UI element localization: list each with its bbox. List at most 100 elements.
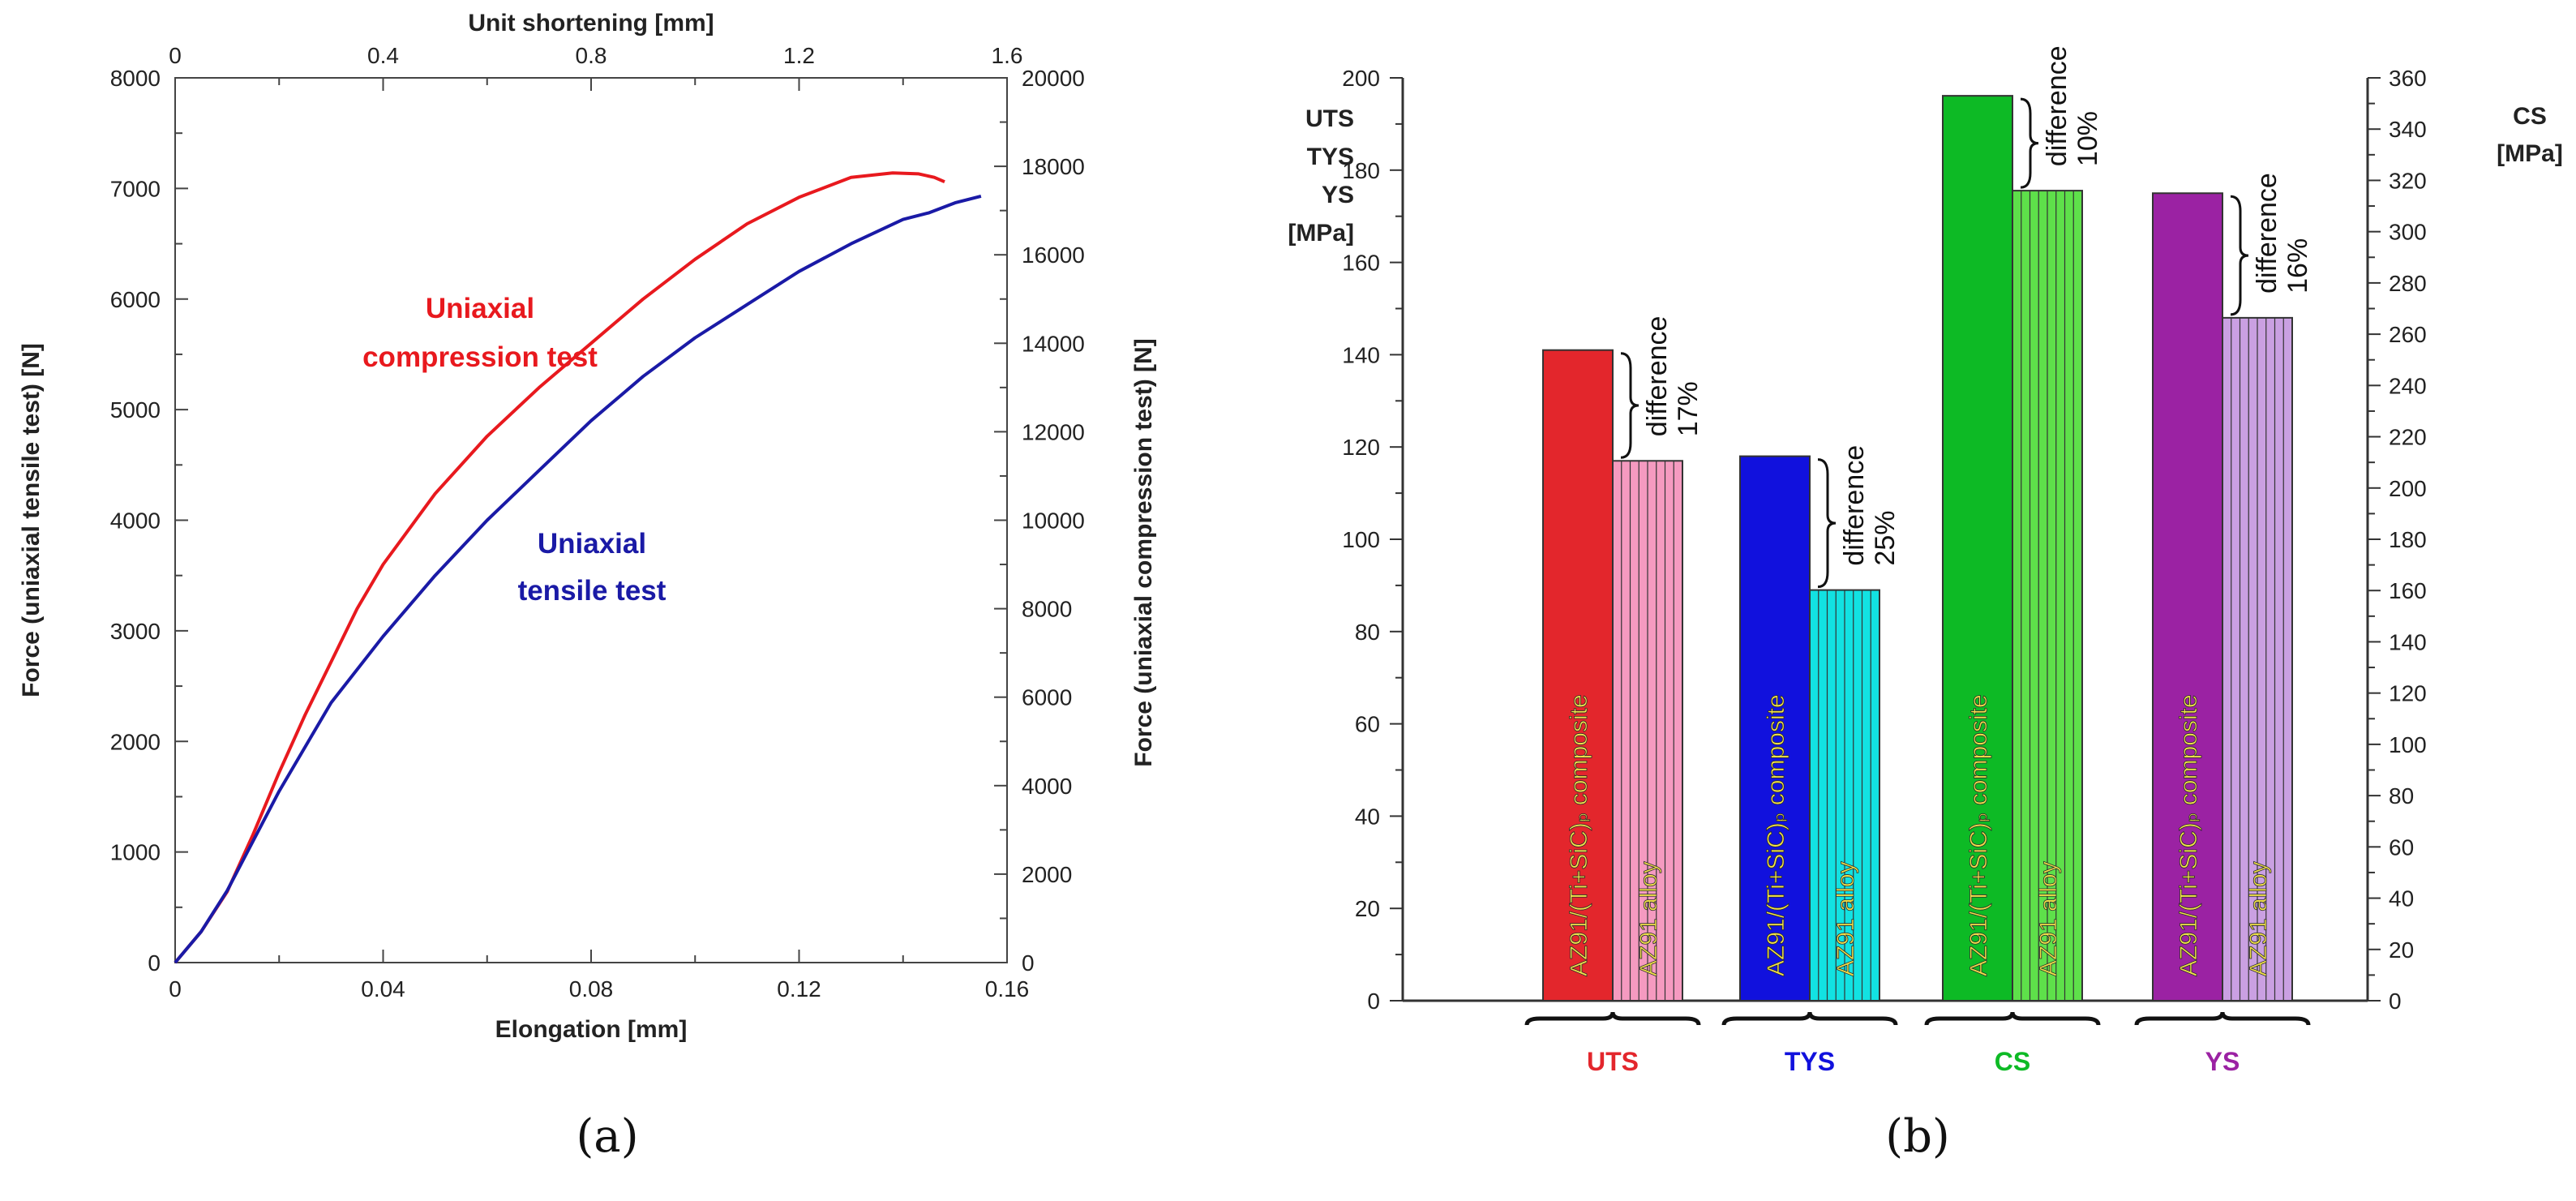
y2-tick-label: 20000 [1022,66,1085,91]
y2-tick-label: 16000 [1022,242,1085,268]
difference-brace-ys [2230,195,2249,316]
curve-label-compression-line2: compression test [362,341,598,373]
category-brace-uts [1524,1011,1701,1026]
y2-tick-label: 40 [2389,886,2414,911]
y2-tick-label: 2000 [1022,862,1072,887]
bar-label-alloy-cs: AZ91 alloy [2035,861,2062,976]
y2-tick-label: 260 [2389,322,2427,347]
y-tick-label: 100 [1342,527,1380,552]
difference-brace-tys [1817,458,1837,589]
y2-tick-label: 120 [2389,681,2427,706]
y2-tick-label: 20 [2389,937,2414,963]
y-tick-label: 5000 [110,397,161,422]
difference-label-uts: difference [1642,316,1673,437]
y2-tick-label: 100 [2389,732,2427,757]
y2-axis-title-line: [MPa] [2497,140,2563,167]
y-tick-label: 60 [1355,712,1380,737]
x-tick-label: 0.16 [985,976,1030,1002]
curve-label-tensile-line1: Uniaxial [538,528,646,560]
x2-tick-label: 0 [169,43,182,68]
y-axis-title: Force (uniaxial tensile test) [N] [18,343,45,697]
y2-tick-label: 8000 [1022,597,1072,622]
y2-axis-title-line: CS [2513,103,2547,130]
category-brace-ys [2134,1011,2311,1026]
difference-percent-uts: 17% [1673,381,1704,436]
bar-label-alloy-ys: AZ91 alloy [2245,861,2272,976]
y-tick-label: 40 [1355,804,1380,829]
y2-tick-label: 140 [2389,629,2427,654]
y-tick-label: 6000 [110,287,161,312]
y2-tick-label: 0 [2389,989,2402,1014]
y2-tick-label: 18000 [1022,154,1085,179]
category-label-tys: TYS [1785,1047,1835,1076]
x-tick-label: 0.04 [361,976,405,1002]
y2-tick-label: 220 [2389,425,2427,450]
y2-tick-label: 320 [2389,168,2427,193]
y-tick-label: 0 [1367,989,1380,1014]
x2-tick-label: 1.6 [992,43,1023,68]
y2-tick-label: 6000 [1022,685,1072,710]
y2-tick-label: 180 [2389,527,2427,552]
bar-composite-cs [1942,95,2013,1002]
y2-tick-label: 200 [2389,476,2427,501]
panel-a-line-chart: 0 0.04 0.08 0.12 0.160 0.4 0.8 1.2 1.60100020003… [18,10,1157,1163]
curve-label-compression-line1: Uniaxial [426,293,534,324]
y-tick-label: 0 [148,950,161,976]
plot-frame-a [174,77,1008,963]
x2-tick-label: 0.4 [367,43,399,68]
x-axis-title: Elongation [mm] [495,1016,688,1043]
y2-tick-label: 12000 [1022,419,1085,444]
x2-tick-label: 0.8 [576,43,607,68]
curve-label-tensile-line2: tensile test [518,575,667,607]
y2-tick-label: 160 [2389,578,2427,603]
panel-label-b: (b) [1885,1110,1950,1163]
difference-label-tys: difference [1839,445,1870,566]
y2-tick-label: 0 [1022,950,1035,976]
y-tick-label: 140 [1342,342,1380,367]
y-tick-label: 180 [1342,158,1380,183]
panel-label-a: (a) [576,1110,638,1163]
y-tick-label: 1000 [110,840,161,865]
x-tick-label: 0.08 [569,976,614,1002]
y-axis-title-line: UTS [1305,105,1354,132]
y-tick-label: 20 [1355,896,1380,921]
y2-axis-title: Force (uniaxial compression test) [N] [1130,338,1157,766]
difference-brace-cs [2020,97,2039,189]
y2-tick-label: 360 [2389,66,2427,91]
panel-b-bar-chart: 0 20 40 60 80 100 120 140 160 180 200 0 20 40 60 80 100 1… [1288,45,2563,1163]
y-tick-label: 3000 [110,619,161,644]
series-line-compression [174,171,945,964]
category-label-cs: CS [1995,1047,2030,1076]
x2-tick-label: 1.2 [783,43,815,68]
category-label-ys: YS [2205,1047,2240,1076]
difference-percent-cs: 10% [2072,111,2103,166]
bar-composite-tys [1739,455,1811,1002]
y2-tick-label: 14000 [1022,331,1085,356]
bar-composite-ys [2152,192,2223,1002]
y2-tick-label: 280 [2389,271,2427,296]
y-tick-label: 2000 [110,729,161,754]
y-tick-label: 80 [1355,620,1380,645]
y-tick-label: 120 [1342,435,1380,460]
y-tick-label: 160 [1342,251,1380,276]
difference-percent-tys: 25% [1870,511,1901,566]
y-axis-title-line: YS [1322,182,1354,208]
y-tick-label: 8000 [110,66,161,91]
y2-tick-label: 340 [2389,117,2427,142]
difference-label-ys: difference [2252,173,2282,294]
y2-tick-label: 80 [2389,783,2414,809]
bar-label-alloy-uts: AZ91 alloy [1635,861,1662,976]
y2-tick-label: 60 [2389,834,2414,860]
difference-label-cs: difference [2042,45,2072,166]
category-brace-cs [1924,1011,2101,1026]
bar-label-composite-cs: AZ91/(Ti+SiC)ₚ composite [1965,694,1992,976]
y2-tick-label: 240 [2389,373,2427,398]
bar-label-composite-ys: AZ91/(Ti+SiC)ₚ composite [2175,694,2202,976]
y-axis-title-line: TYS [1307,144,1354,170]
difference-percent-ys: 16% [2282,238,2313,294]
y-tick-label: 200 [1342,66,1380,91]
y-axis-title-line: [MPa] [1288,220,1354,247]
category-brace-tys [1721,1011,1898,1026]
series-line-tensile [174,194,982,964]
